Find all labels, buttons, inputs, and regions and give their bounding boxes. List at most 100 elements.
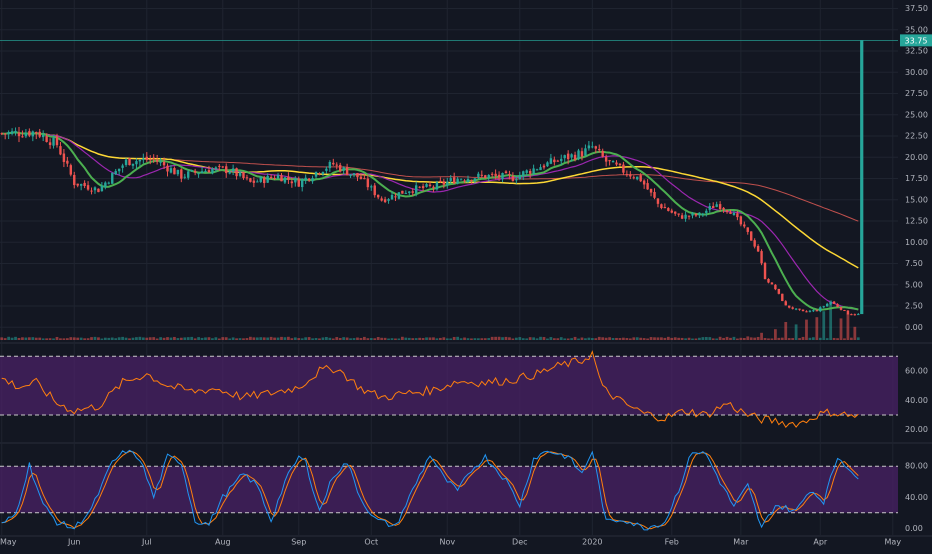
volume-bar bbox=[463, 337, 466, 340]
candle-body bbox=[736, 213, 739, 218]
candle-body bbox=[636, 176, 639, 180]
volume-bar bbox=[179, 337, 183, 340]
candle-body bbox=[598, 148, 601, 151]
candle-body bbox=[649, 188, 653, 193]
candle-body bbox=[691, 213, 694, 216]
volume-bar bbox=[255, 337, 259, 340]
time-axis-label: 2020 bbox=[582, 538, 602, 547]
candle-body bbox=[297, 179, 300, 187]
candle-body bbox=[484, 175, 487, 179]
volume-bar bbox=[580, 337, 584, 340]
candle-body bbox=[111, 173, 114, 184]
volume-bar bbox=[293, 337, 297, 340]
candle-body bbox=[79, 184, 83, 186]
volume-bar bbox=[521, 338, 525, 340]
candle-body bbox=[549, 158, 553, 164]
candle-body bbox=[815, 310, 819, 312]
last-price-tag bbox=[900, 34, 932, 47]
candle-body bbox=[193, 170, 197, 173]
volume-bar bbox=[259, 337, 263, 340]
candle-body bbox=[504, 171, 508, 174]
time-axis-label: Mar bbox=[733, 538, 749, 547]
candle-body bbox=[3, 133, 7, 135]
volume-bar bbox=[128, 338, 131, 340]
volume-bar bbox=[200, 337, 204, 340]
candle-body bbox=[715, 204, 718, 207]
volume-bar bbox=[618, 338, 622, 340]
volume-bar bbox=[843, 338, 846, 340]
candle-body bbox=[573, 154, 577, 160]
volume-bar bbox=[432, 337, 435, 340]
candle-body bbox=[770, 282, 774, 285]
candle-body bbox=[556, 160, 560, 162]
volume-bar bbox=[148, 337, 152, 340]
candle-body bbox=[394, 196, 397, 198]
volume-bar bbox=[314, 338, 318, 340]
volume-bar bbox=[121, 336, 124, 340]
volume-bar bbox=[590, 338, 594, 340]
volume-bar bbox=[304, 337, 308, 340]
volume-bar bbox=[356, 337, 359, 340]
volume-bar bbox=[470, 338, 473, 340]
volume-bar bbox=[677, 337, 681, 340]
volume-bar bbox=[559, 337, 563, 340]
volume-bar bbox=[65, 338, 69, 340]
volume-bar bbox=[787, 338, 791, 340]
volume-bar bbox=[687, 337, 691, 340]
volume-bar bbox=[228, 338, 232, 340]
time-axis-label: Nov bbox=[439, 538, 455, 547]
candle-body bbox=[0, 133, 3, 135]
volume-bar bbox=[725, 336, 729, 340]
volume-bar bbox=[594, 338, 598, 340]
volume-bar bbox=[656, 337, 660, 340]
price-axis-label: 25.00 bbox=[905, 110, 928, 119]
candle-body bbox=[45, 135, 48, 142]
candle-body bbox=[24, 133, 28, 137]
volume-bar bbox=[552, 338, 556, 340]
volume-bar bbox=[722, 337, 725, 340]
candle-body bbox=[732, 212, 736, 216]
candle-body bbox=[642, 180, 646, 185]
candle-body bbox=[90, 190, 93, 192]
candle-body bbox=[114, 170, 117, 175]
candle-body bbox=[83, 182, 86, 187]
candle-body bbox=[705, 210, 708, 214]
volume-bar bbox=[646, 338, 649, 340]
candle-body bbox=[712, 206, 715, 209]
volume-bar bbox=[808, 337, 812, 340]
volume-bar bbox=[366, 338, 370, 340]
volume-bar bbox=[639, 337, 643, 340]
volume-bar bbox=[818, 337, 822, 340]
candle-body bbox=[204, 170, 207, 173]
volume-bar bbox=[224, 337, 228, 340]
volume-bar bbox=[698, 337, 701, 340]
candle-body bbox=[674, 211, 677, 214]
volume-bar bbox=[732, 336, 736, 340]
candle-body bbox=[283, 177, 287, 183]
candle-body bbox=[52, 137, 55, 146]
candle-body bbox=[432, 186, 435, 188]
volume-bar bbox=[445, 338, 449, 340]
volume-bar bbox=[694, 338, 698, 340]
candle-body bbox=[743, 224, 746, 227]
time-axis-label: May bbox=[0, 538, 17, 547]
volume-bar bbox=[287, 336, 290, 340]
volume-bar bbox=[221, 337, 225, 340]
time-axis-label: Dec bbox=[512, 538, 527, 547]
candle-body bbox=[718, 204, 722, 210]
candles bbox=[0, 126, 860, 316]
candle-body bbox=[55, 136, 59, 146]
candle-body bbox=[511, 175, 515, 182]
candle-body bbox=[10, 131, 14, 134]
candle-body bbox=[487, 175, 490, 178]
volume-bar bbox=[421, 338, 425, 340]
candle-body bbox=[670, 210, 673, 213]
candle-body bbox=[629, 174, 632, 177]
candle-body bbox=[746, 227, 749, 232]
volume-bar bbox=[307, 337, 311, 340]
candle-body bbox=[452, 177, 456, 184]
volume-bar bbox=[532, 337, 536, 340]
candle-body bbox=[349, 174, 352, 176]
